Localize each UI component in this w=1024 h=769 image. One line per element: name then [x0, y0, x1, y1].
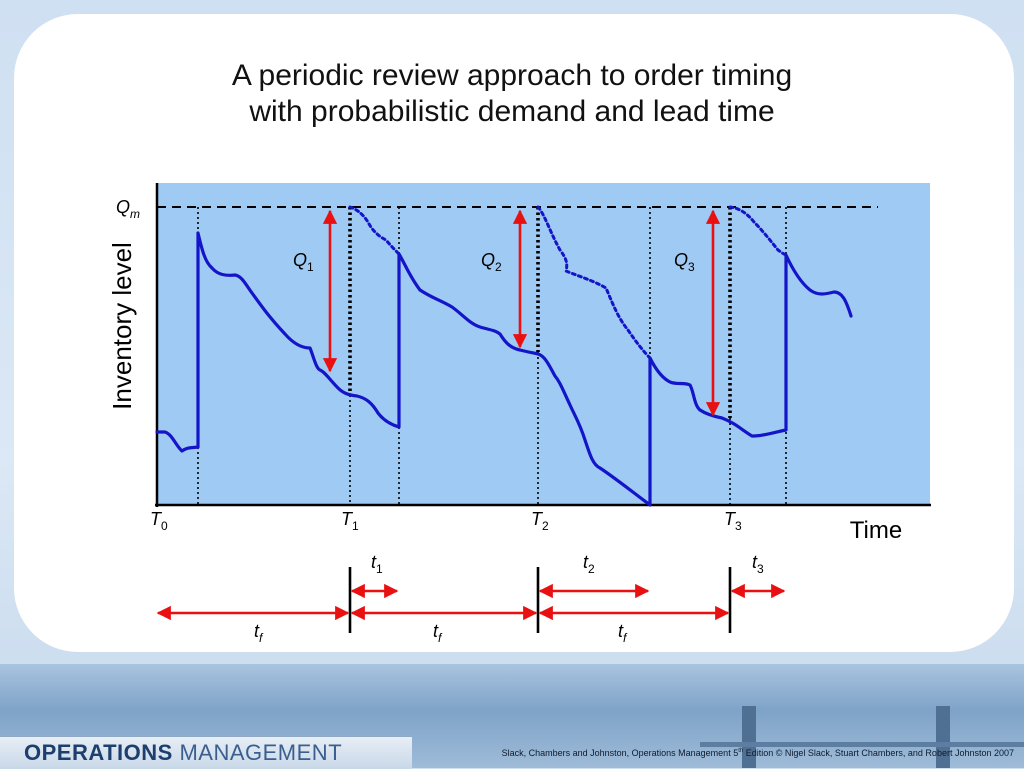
lead-time-label-3: t3 — [752, 552, 764, 576]
review-label-t2: T2 — [531, 509, 549, 533]
title-line-2: with probabilistic demand and lead time — [249, 95, 775, 128]
credit-text-after: Edition © Nigel Slack, Stuart Chambers, … — [743, 748, 1014, 758]
max-level-label: Qm — [116, 197, 140, 221]
lead-time-label-2: t2 — [583, 552, 595, 576]
inventory-position-t1 — [348, 205, 401, 256]
review-label-t3: T3 — [724, 509, 742, 533]
credit-line: Slack, Chambers and Johnston, Operations… — [502, 748, 1014, 758]
review-label-t0: T0 — [150, 509, 168, 533]
y-axis-label: Inventory level — [107, 242, 137, 410]
slide-title: A periodic review approach to order timi… — [0, 58, 1024, 130]
brand-logo: OPERATIONS MANAGEMENT — [24, 740, 342, 766]
plot-area — [157, 183, 930, 505]
inventory-position-t3 — [728, 205, 788, 257]
review-lines — [348, 207, 732, 418]
order-quantity-arrows — [322, 209, 721, 417]
inventory-position-t2 — [536, 205, 652, 360]
bridge-deck — [700, 742, 1024, 747]
timeline-arrows — [156, 583, 786, 621]
timeline-markers — [348, 567, 732, 633]
credit-superscript: th — [738, 748, 744, 754]
order-label-q1: Q1 — [293, 250, 314, 274]
review-interval-label-3: tf — [618, 621, 628, 645]
review-interval-label-2: tf — [433, 621, 443, 645]
reference-lines — [197, 207, 787, 505]
brand-word-operations: OPERATIONS — [24, 740, 173, 765]
brand-word-management: MANAGEMENT — [179, 740, 343, 765]
order-label-q2: Q2 — [481, 250, 502, 274]
title-line-1: A periodic review approach to order timi… — [231, 59, 793, 92]
review-label-t1: T1 — [341, 509, 359, 533]
bridge-tower-right — [936, 706, 950, 768]
bridge-tower-left — [742, 706, 756, 768]
lead-time-label-1: t1 — [371, 552, 383, 576]
brand-bar — [0, 736, 412, 769]
x-axis-label: Time — [850, 517, 902, 544]
review-interval-label-1: tf — [254, 621, 264, 645]
inventory-position-curves — [348, 205, 788, 360]
credit-text-before: Slack, Chambers and Johnston, Operations… — [501, 748, 739, 758]
order-label-q3: Q3 — [674, 250, 695, 274]
